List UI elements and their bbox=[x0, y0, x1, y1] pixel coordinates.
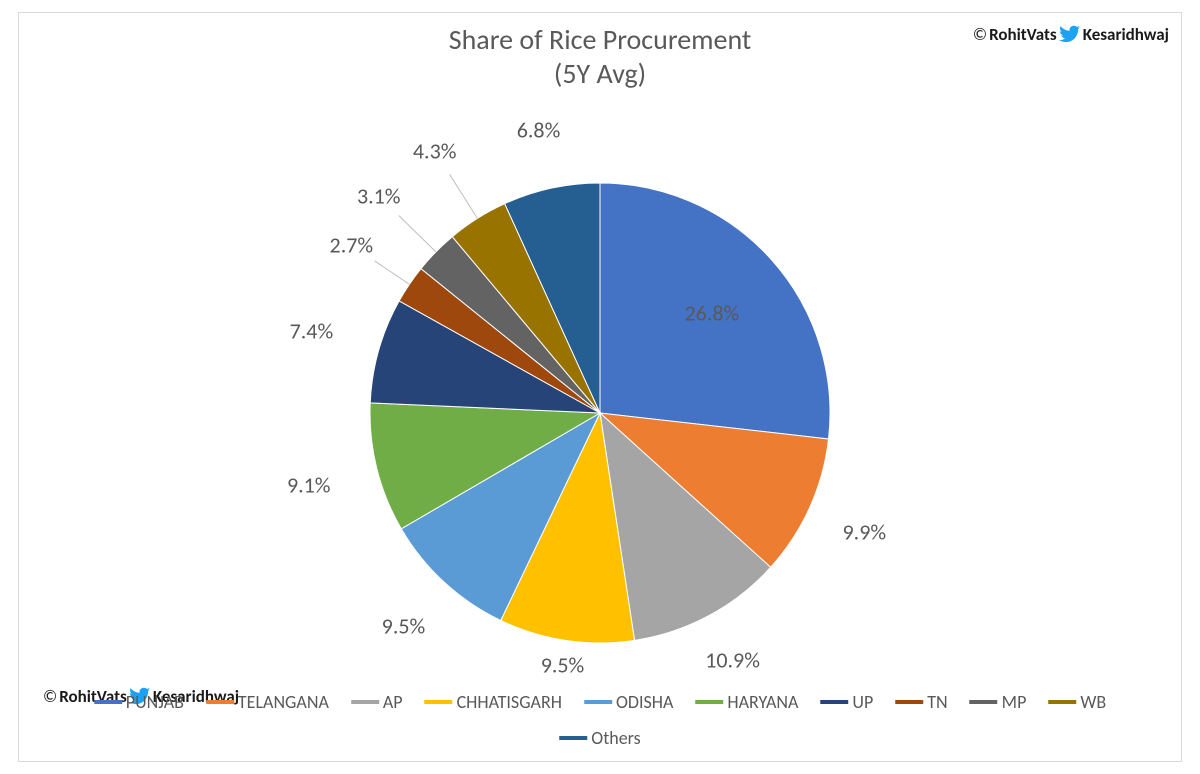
legend-item-tn: TN bbox=[895, 691, 947, 713]
legend-label: UP bbox=[852, 691, 873, 713]
chart-frame: Share of Rice Procurement (5Y Avg) © Roh… bbox=[18, 12, 1182, 762]
watermark-top: © RohitVats Kesaridhwaj bbox=[973, 23, 1169, 45]
legend-label: HARYANA bbox=[727, 691, 798, 713]
legend-label: PUNJAB bbox=[126, 691, 184, 713]
legend-swatch bbox=[351, 700, 379, 704]
legend-item-odisha: ODISHA bbox=[584, 691, 673, 713]
legend-label: ODISHA bbox=[616, 691, 673, 713]
leader-line bbox=[375, 261, 410, 284]
legend-item-chhatisgarh: CHHATISGARH bbox=[425, 691, 562, 713]
legend-item-haryana: HARYANA bbox=[695, 691, 798, 713]
watermark-handle: Kesaridhwaj bbox=[1083, 24, 1169, 45]
pie-svg bbox=[250, 63, 950, 763]
legend-item-up: UP bbox=[820, 691, 873, 713]
legend-item-mp: MP bbox=[970, 691, 1027, 713]
pie-label-punjab: 26.8% bbox=[685, 300, 740, 327]
legend-label: TN bbox=[927, 691, 947, 713]
legend-label: MP bbox=[1002, 691, 1027, 713]
leader-line bbox=[450, 174, 478, 218]
legend-swatch bbox=[425, 700, 453, 704]
twitter-icon bbox=[1059, 23, 1081, 45]
legend-label: TELANGANA bbox=[238, 691, 329, 713]
legend-swatch bbox=[206, 700, 234, 704]
pie-label-haryana: 9.1% bbox=[287, 471, 331, 498]
legend-swatch bbox=[895, 700, 923, 704]
legend-swatch bbox=[820, 700, 848, 704]
legend-swatch bbox=[559, 736, 587, 740]
legend-swatch bbox=[584, 700, 612, 704]
pie-label-telangana: 9.9% bbox=[843, 519, 887, 546]
chart-title-line1: Share of Rice Procurement bbox=[449, 22, 752, 57]
legend-item-others: Others bbox=[559, 727, 640, 749]
pie-label-chhatisgarh: 9.5% bbox=[541, 652, 585, 679]
copyright-symbol: © bbox=[973, 24, 987, 45]
legend-item-wb: WB bbox=[1048, 691, 1106, 713]
legend-swatch bbox=[695, 700, 723, 704]
pie-label-others: 6.8% bbox=[517, 116, 561, 143]
pie-label-odisha: 9.5% bbox=[382, 613, 426, 640]
legend-item-punjab: PUNJAB bbox=[94, 691, 184, 713]
legend-swatch bbox=[94, 700, 122, 704]
legend: PUNJAB TELANGANA AP CHHATISGARH ODISHA HARYAN… bbox=[42, 691, 1158, 749]
legend-item-telangana: TELANGANA bbox=[206, 691, 329, 713]
legend-swatch bbox=[970, 700, 998, 704]
legend-swatch bbox=[1048, 700, 1076, 704]
pie-label-ap: 10.9% bbox=[705, 646, 760, 673]
legend-label: WB bbox=[1080, 691, 1106, 713]
legend-label: CHHATISGARH bbox=[457, 691, 562, 713]
pie-label-up: 7.4% bbox=[290, 318, 334, 345]
leader-line bbox=[399, 215, 436, 251]
pie-chart: 26.8% 9.9% 10.9% 9.5% 9.5% 9.1% 7.4% 2.7% 3.1% 4.… bbox=[250, 63, 950, 763]
watermark-author: RohitVats bbox=[989, 24, 1057, 45]
pie-label-tn: 2.7% bbox=[330, 232, 374, 259]
legend-label: AP bbox=[383, 691, 403, 713]
legend-label: Others bbox=[591, 727, 640, 749]
pie-label-wb: 4.3% bbox=[413, 137, 457, 164]
pie-label-mp: 3.1% bbox=[357, 182, 401, 209]
legend-item-ap: AP bbox=[351, 691, 403, 713]
